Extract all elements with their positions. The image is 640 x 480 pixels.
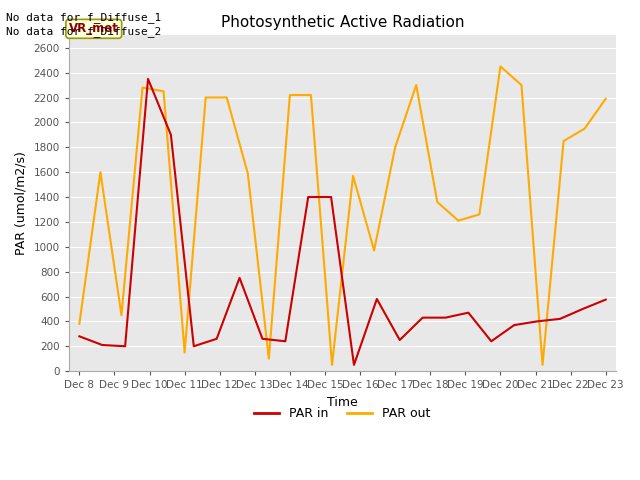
Text: VR_met: VR_met: [69, 23, 118, 36]
Y-axis label: PAR (umol/m2/s): PAR (umol/m2/s): [15, 151, 28, 255]
Text: No data for f_Diffuse_2: No data for f_Diffuse_2: [6, 26, 162, 37]
Text: No data for f_Diffuse_1: No data for f_Diffuse_1: [6, 12, 162, 23]
Title: Photosynthetic Active Radiation: Photosynthetic Active Radiation: [221, 15, 464, 30]
X-axis label: Time: Time: [327, 396, 358, 408]
Legend: PAR in, PAR out: PAR in, PAR out: [249, 402, 436, 425]
